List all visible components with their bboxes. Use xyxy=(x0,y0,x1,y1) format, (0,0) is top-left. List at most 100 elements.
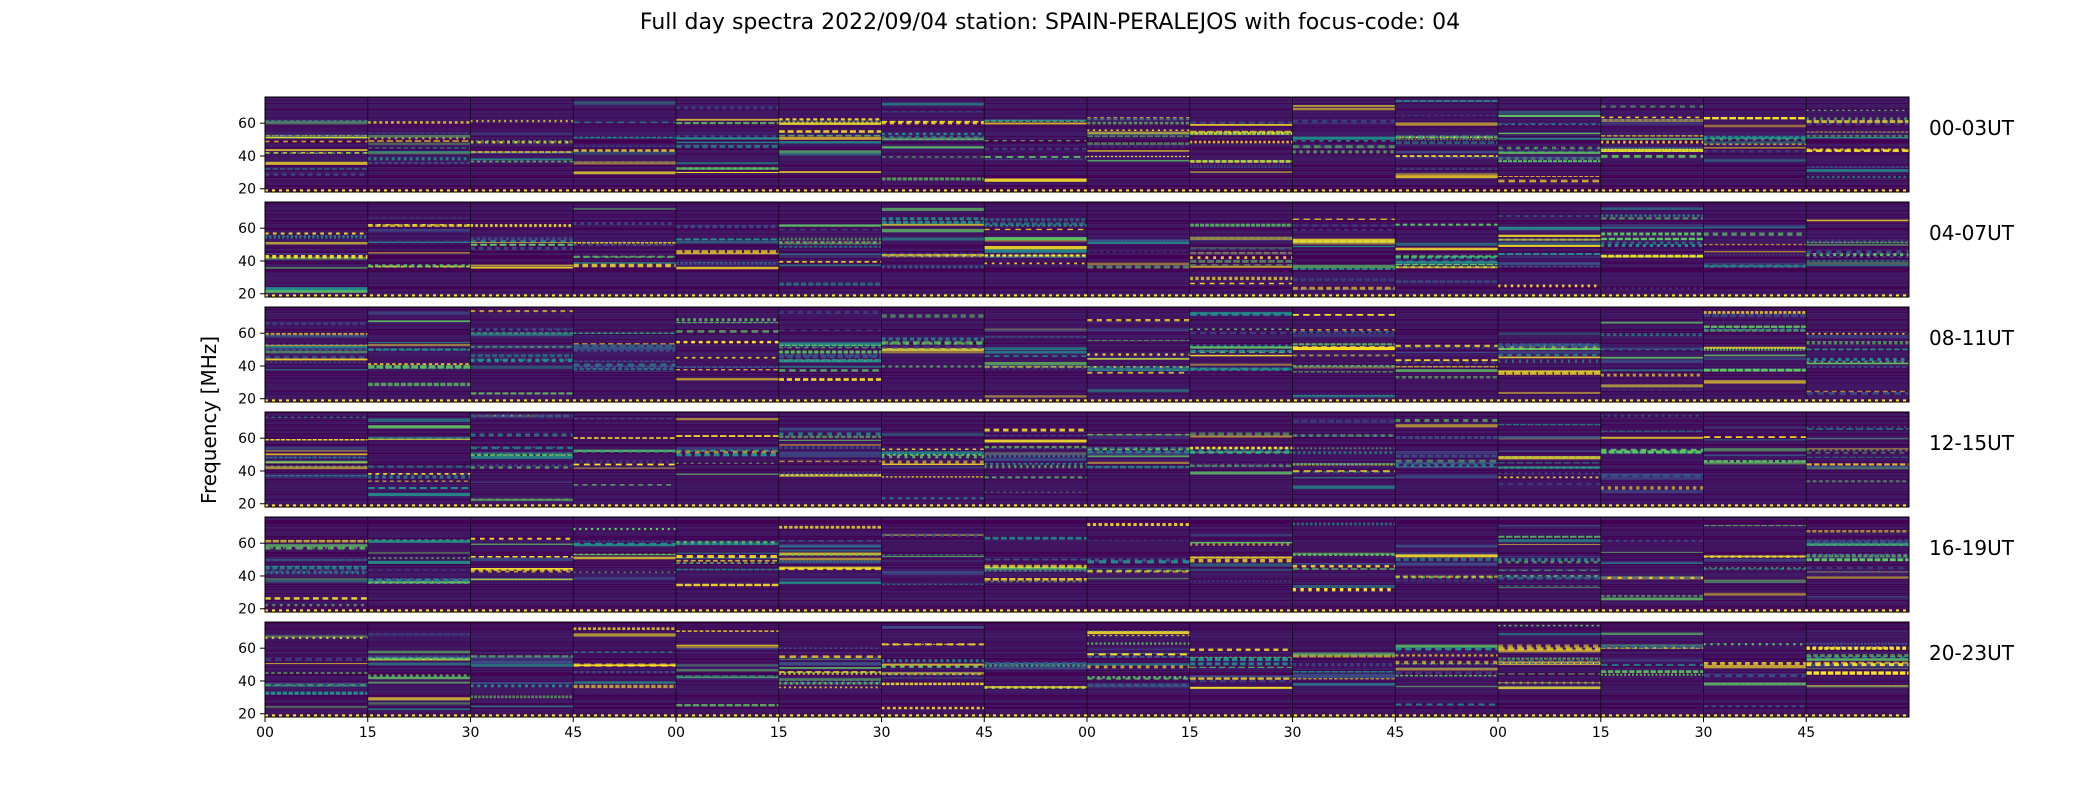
frequency-band xyxy=(265,287,368,291)
spectrum-segment xyxy=(1805,412,1909,507)
frequency-band xyxy=(1703,141,1807,144)
frequency-band xyxy=(1395,544,1498,548)
y-tick-label: 60 xyxy=(238,536,256,552)
frequency-band xyxy=(573,365,676,367)
spectrum-segment xyxy=(983,622,1087,717)
frequency-band xyxy=(573,370,676,372)
frequency-band xyxy=(1395,247,1498,251)
frequency-band xyxy=(470,365,574,370)
frequency-band xyxy=(778,581,882,585)
frequency-band xyxy=(881,466,985,469)
frequency-band xyxy=(367,681,471,684)
panel-frame xyxy=(264,411,1910,508)
frequency-band xyxy=(1292,264,1396,269)
spectrum-segment xyxy=(1394,412,1498,507)
frequency-band xyxy=(984,249,1087,253)
frequency-band xyxy=(984,686,1087,689)
frequency-band xyxy=(1600,255,1704,258)
frequency-band xyxy=(1703,454,1807,457)
frequency-band xyxy=(1087,242,1190,244)
frequency-band xyxy=(573,161,676,165)
panel-20-23UT: 20 40 60 20-23UT xyxy=(238,621,2015,723)
frequency-band xyxy=(881,571,985,575)
frequency-band xyxy=(1498,262,1601,265)
panel-frame xyxy=(264,516,1910,613)
spectrum-segment xyxy=(1292,517,1396,612)
frequency-band xyxy=(1806,685,1909,688)
frequency-band xyxy=(676,473,779,475)
frequency-band xyxy=(1189,236,1293,241)
x-tick-label: 00 xyxy=(1078,725,1096,741)
spectrum-segment xyxy=(881,622,985,717)
frequency-band xyxy=(265,161,368,165)
frequency-band xyxy=(1292,562,1396,565)
frequency-band xyxy=(265,446,368,450)
spectrum-segment xyxy=(983,412,1087,507)
spectrum-segment xyxy=(675,622,779,717)
spectrum-segment xyxy=(1703,202,1807,297)
frequency-band xyxy=(1498,539,1601,543)
frequency-band xyxy=(676,552,779,554)
frequency-band xyxy=(1600,118,1704,122)
frequency-band xyxy=(1806,596,1909,598)
frequency-band xyxy=(265,453,368,456)
frequency-band xyxy=(1498,156,1601,160)
x-tick-label: 00 xyxy=(667,725,685,741)
x-tick-label: 30 xyxy=(1284,725,1302,741)
frequency-band xyxy=(265,663,368,665)
x-tick-label: 15 xyxy=(1592,725,1610,741)
frequency-band xyxy=(1600,476,1704,480)
frequency-band xyxy=(1806,362,1909,365)
frequency-band xyxy=(1498,686,1601,690)
frequency-band xyxy=(1600,551,1704,553)
frequency-band xyxy=(1600,562,1704,564)
frequency-band xyxy=(676,446,779,450)
frequency-band xyxy=(676,556,779,559)
frequency-band xyxy=(1087,131,1190,134)
frequency-band xyxy=(470,498,574,502)
frequency-band xyxy=(367,650,471,654)
spectrum-segment xyxy=(1394,202,1498,297)
frequency-band xyxy=(573,151,676,155)
frequency-band xyxy=(1189,686,1293,689)
frequency-band xyxy=(1806,120,1909,123)
spectrum-segment xyxy=(1497,517,1601,612)
frequency-band xyxy=(1395,466,1498,469)
frequency-band xyxy=(1395,369,1498,373)
x-tick-label: 45 xyxy=(1386,725,1404,741)
frequency-band xyxy=(676,669,779,672)
frequency-band xyxy=(470,543,574,545)
x-tick-label: 00 xyxy=(256,725,274,741)
frequency-band xyxy=(1292,485,1396,489)
frequency-band xyxy=(1189,252,1293,255)
frequency-band xyxy=(778,253,882,255)
frequency-band xyxy=(1395,175,1498,179)
spectrum-segment xyxy=(1805,97,1909,192)
panel-04-07UT: 20 40 60 04-07UT xyxy=(238,201,2015,303)
frequency-band xyxy=(1703,439,1807,441)
frequency-band xyxy=(984,329,1087,332)
frequency-band xyxy=(676,542,779,546)
panel-label: 08-11UT xyxy=(1929,326,2015,350)
frequency-band xyxy=(1395,150,1498,154)
spectrum-segment xyxy=(881,307,985,402)
frequency-band xyxy=(367,135,471,138)
frequency-band xyxy=(984,361,1087,366)
spectrum-segment xyxy=(1497,307,1601,402)
spectrum-segment xyxy=(367,517,471,612)
panel-08-11UT: 20 40 60 08-11UT xyxy=(238,306,2015,408)
frequency-band xyxy=(367,580,471,585)
frequency-band xyxy=(367,311,471,315)
spectrum-segment xyxy=(1086,307,1190,402)
spectrum-segment xyxy=(1292,412,1396,507)
frequency-band xyxy=(1498,435,1601,439)
spectrum-segment xyxy=(1086,202,1190,297)
frequency-band xyxy=(1498,391,1601,394)
frequency-band xyxy=(881,671,985,675)
frequency-band xyxy=(1806,136,1909,139)
x-tick-label: 30 xyxy=(873,725,891,741)
frequency-band xyxy=(367,540,471,543)
frequency-band xyxy=(1292,107,1396,111)
frequency-band xyxy=(1703,251,1807,253)
frequency-band xyxy=(1806,630,1909,632)
